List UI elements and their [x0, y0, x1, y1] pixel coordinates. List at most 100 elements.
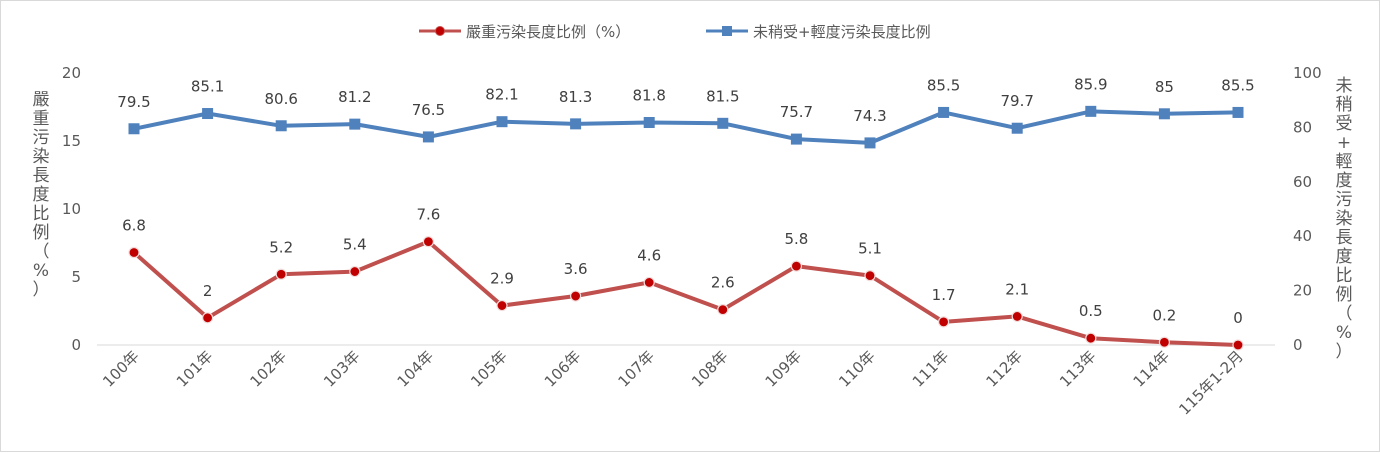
legend-marker-severe — [435, 26, 445, 36]
left-axis-title-char: 污 — [33, 128, 50, 148]
right-axis-title-char: 污 — [1336, 190, 1353, 210]
data-label: 81.8 — [632, 87, 665, 105]
data-label: 1.7 — [932, 286, 956, 304]
left-axis-title-char: 嚴 — [33, 90, 50, 110]
data-label: 81.2 — [338, 88, 371, 106]
data-point — [128, 123, 140, 135]
x-tick-label: 105年 — [467, 347, 511, 391]
data-label: 74.3 — [853, 107, 886, 125]
data-label: 0.2 — [1152, 306, 1176, 324]
data-label: 79.7 — [1000, 92, 1033, 110]
series-line — [133, 109, 1239, 145]
x-tick-label: 111年 — [909, 347, 953, 391]
data-label: 4.6 — [637, 246, 661, 264]
data-point — [496, 299, 508, 312]
right-axis-title-char: + — [1337, 133, 1351, 153]
data-label: 85.5 — [1221, 76, 1254, 94]
series-light: 79.5 85.1 80.6 81.2 76.5 82.1 81.3 81.8 81.5 75.7… — [117, 75, 1255, 149]
data-point — [1085, 105, 1097, 117]
x-axis-ticks: 100年 101年 102年 103年 104年 105年 106年 107年 108年 109年… — [99, 347, 1247, 419]
left-axis-title-char: 例 — [33, 223, 50, 243]
data-label: 2.1 — [1005, 280, 1029, 298]
data-point — [717, 304, 729, 316]
x-tick-label: 109年 — [762, 347, 806, 391]
right-axis-title-char: 輕 — [1336, 152, 1353, 172]
series-layer: 6.8 2 5.2 5.4 7.6 2.9 3.6 4.6 2.6 5.8 5.1 1.7 2.1 0.5… — [117, 75, 1255, 351]
left-axis-title-char: 染 — [33, 147, 50, 167]
x-tick-label: 104年 — [394, 347, 438, 391]
data-label: 79.5 — [117, 93, 150, 111]
data-label: 81.3 — [559, 88, 592, 106]
left-axis-title: 嚴重污染長度比例（%） — [33, 90, 50, 300]
left-tick-label: 15 — [62, 132, 81, 150]
right-axis-title-char: 稍 — [1336, 95, 1353, 115]
right-axis-title-char: 受 — [1336, 114, 1353, 134]
data-point — [938, 106, 950, 118]
data-label: 85.9 — [1074, 75, 1107, 93]
data-point — [1011, 122, 1023, 134]
data-point — [570, 118, 582, 130]
data-point — [643, 276, 655, 289]
legend-label-severe: 嚴重污染長度比例（%） — [466, 23, 630, 41]
x-tick-label: 107年 — [614, 347, 658, 391]
x-tick-label: 110年 — [835, 347, 879, 391]
left-axis-title-char: 重 — [33, 109, 50, 129]
data-point — [643, 117, 655, 129]
right-tick-label: 20 — [1293, 282, 1312, 300]
data-label: 81.5 — [706, 87, 739, 105]
data-point — [1232, 106, 1244, 118]
data-point — [864, 137, 876, 149]
left-axis-title-char: 度 — [33, 185, 50, 205]
right-axis-title-char: 度 — [1336, 171, 1353, 191]
series-line — [132, 239, 1239, 347]
right-axis-title-char: % — [1336, 323, 1352, 343]
right-tick-label: 40 — [1293, 227, 1312, 245]
left-tick-label: 20 — [62, 64, 81, 82]
data-point — [569, 290, 582, 302]
legend-marker-light — [722, 26, 732, 36]
x-tick-label: 100年 — [99, 347, 143, 391]
data-label: 2 — [203, 282, 213, 300]
data-point — [422, 131, 434, 143]
data-point — [275, 120, 287, 132]
data-label: 82.1 — [485, 86, 518, 104]
x-tick-label: 103年 — [320, 347, 364, 391]
x-tick-label: 108年 — [688, 347, 732, 391]
x-tick-label: 106年 — [541, 347, 585, 391]
data-point — [717, 117, 729, 129]
right-tick-label: 60 — [1293, 173, 1312, 191]
left-axis-ticks: 0 5 10 15 20 — [62, 64, 81, 354]
data-label: 80.6 — [264, 90, 297, 108]
data-label: 2.6 — [711, 274, 735, 292]
x-tick-label: 115年1-2月 — [1175, 347, 1247, 419]
data-label: 85 — [1155, 78, 1174, 96]
left-axis-title-char: 長 — [33, 166, 50, 186]
right-axis-title-char: 未 — [1336, 76, 1353, 96]
right-axis-title-char: （ — [1336, 304, 1353, 324]
data-point — [790, 260, 803, 272]
data-point — [202, 312, 214, 324]
right-tick-label: 100 — [1293, 64, 1322, 82]
x-tick-label: 113年 — [1056, 347, 1100, 391]
right-axis-title-char: 染 — [1336, 209, 1353, 229]
data-label: 76.5 — [412, 101, 445, 119]
data-point — [1085, 332, 1097, 344]
data-point — [349, 118, 361, 130]
data-point — [128, 246, 140, 259]
right-axis-title-char: 比 — [1336, 266, 1353, 286]
data-point — [790, 133, 802, 145]
data-label: 0 — [1233, 309, 1243, 327]
data-label: 3.6 — [564, 260, 588, 278]
x-tick-label: 112年 — [982, 347, 1026, 391]
right-axis-title-char: ） — [1336, 342, 1353, 362]
right-axis-title-char: 長 — [1336, 228, 1353, 248]
data-point — [864, 270, 876, 282]
x-tick-label: 101年 — [173, 347, 217, 391]
left-tick-label: 10 — [62, 200, 81, 218]
left-axis-title-char: % — [33, 261, 49, 281]
data-label: 85.1 — [191, 78, 224, 96]
data-label: 2.9 — [490, 270, 514, 288]
data-label: 85.5 — [927, 76, 960, 94]
